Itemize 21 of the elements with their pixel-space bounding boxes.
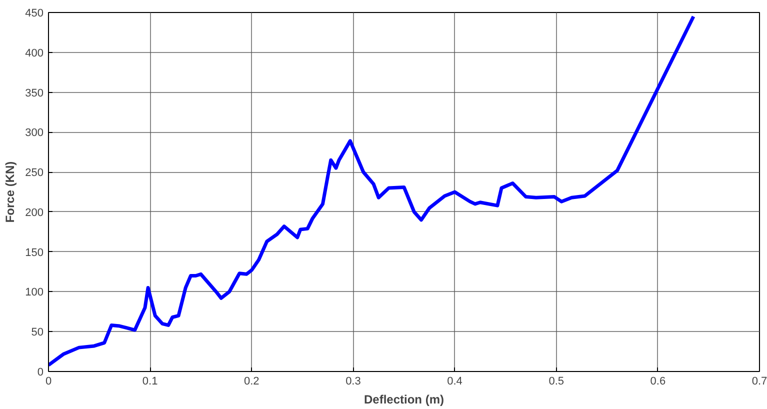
y-tick-label: 0 [37, 366, 44, 378]
x-tick-label: 0.1 [142, 376, 158, 388]
x-tick-label: 0.5 [548, 376, 564, 388]
line-series [48, 14, 696, 367]
x-tick-label: 0.2 [244, 376, 260, 388]
x-tick-label: 0 [45, 376, 52, 388]
y-tick-label: 250 [25, 167, 44, 180]
y-tick-label: 400 [25, 47, 44, 60]
x-tick-label: 0.6 [650, 376, 666, 388]
y-tick-label: 100 [25, 286, 44, 299]
y-tick-label: 150 [25, 246, 44, 259]
y-tick-label: 300 [25, 127, 44, 140]
x-tick-label: 0.3 [346, 376, 361, 388]
y-tick-label: 50 [31, 326, 44, 339]
y-tick-label: 450 [25, 8, 44, 20]
y-axis-title: Force (KN) [3, 161, 18, 223]
x-tick-label: 0.7 [752, 376, 767, 388]
y-tick-label: 350 [25, 87, 44, 100]
x-axis-title: Deflection (m) [364, 392, 444, 406]
x-tick-label: 0.4 [447, 376, 462, 388]
y-tick-label: 200 [25, 206, 44, 219]
